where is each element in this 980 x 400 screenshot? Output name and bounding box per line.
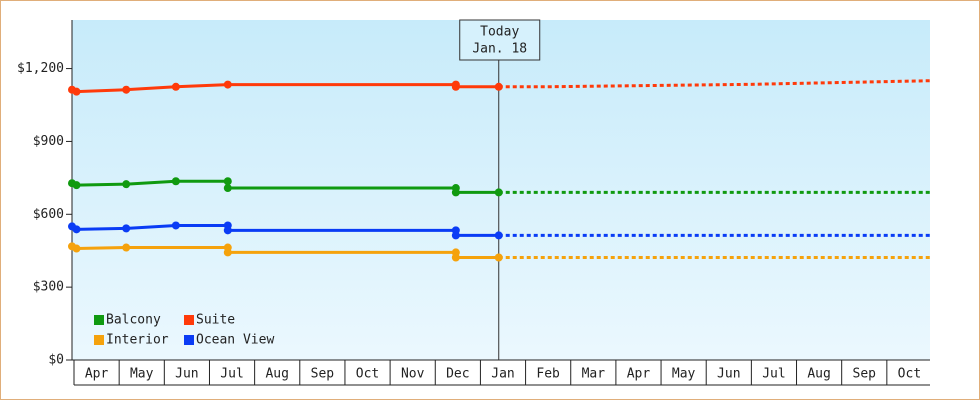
- price-point: [223, 184, 232, 193]
- price-point: [494, 188, 503, 197]
- price-point: [451, 231, 460, 240]
- price-point: [171, 177, 180, 186]
- price-point: [72, 244, 81, 253]
- price-point: [451, 82, 460, 91]
- x-tick-label: Jul: [220, 367, 243, 382]
- price-point: [223, 80, 232, 89]
- today-label: Today: [480, 25, 519, 40]
- price-point: [223, 248, 232, 257]
- y-tick-label: $600: [33, 207, 64, 222]
- y-tick-label: $300: [33, 280, 64, 295]
- price-point: [72, 181, 81, 190]
- price-point: [122, 224, 131, 233]
- x-tick-label: Sep: [311, 367, 335, 382]
- legend-swatch: [184, 315, 194, 325]
- today-box: [459, 19, 541, 61]
- price-point: [451, 253, 460, 262]
- forecast-line: [498, 79, 931, 89]
- y-tick-label: $1,200: [17, 61, 64, 76]
- y-tick-label: $900: [33, 134, 64, 149]
- legend-swatch: [184, 335, 194, 345]
- price-point: [122, 243, 131, 252]
- price-point: [171, 221, 180, 230]
- x-tick-label: Oct: [898, 367, 921, 382]
- legend-label: Suite: [196, 313, 235, 328]
- today-label: Jan. 18: [472, 42, 527, 57]
- x-tick-label: May: [672, 367, 696, 382]
- x-tick-label: Apr: [627, 367, 651, 382]
- x-tick-label: Oct: [356, 367, 379, 382]
- legend-label: Balcony: [106, 313, 161, 328]
- price-point: [494, 253, 503, 262]
- x-tick-label: Feb: [536, 367, 560, 382]
- price-point: [72, 225, 81, 234]
- y-tick-label: $0: [48, 353, 64, 368]
- legend-label: Ocean View: [196, 333, 274, 348]
- x-tick-label: May: [130, 367, 154, 382]
- price-point: [223, 177, 232, 186]
- price-point: [494, 82, 503, 91]
- x-tick-label: Dec: [446, 367, 469, 382]
- legend-swatch: [94, 315, 104, 325]
- price-point: [122, 180, 131, 189]
- x-tick-label: Apr: [85, 367, 109, 382]
- legend-label: Interior: [106, 333, 169, 348]
- x-tick-label: Jan: [491, 367, 514, 382]
- x-tick-label: Jun: [175, 367, 198, 382]
- x-tick-label: Mar: [582, 367, 606, 382]
- price-point: [494, 231, 503, 240]
- x-tick-label: Aug: [265, 367, 288, 382]
- x-tick-label: Aug: [807, 367, 830, 382]
- x-tick-label: Sep: [853, 367, 877, 382]
- price-point: [171, 82, 180, 91]
- x-tick-label: Nov: [401, 367, 425, 382]
- price-point: [122, 85, 131, 94]
- price-point: [72, 87, 81, 96]
- price-point: [223, 226, 232, 235]
- legend-swatch: [94, 335, 104, 345]
- x-tick-label: Jul: [762, 367, 785, 382]
- x-tick-label: Jun: [717, 367, 740, 382]
- price-point: [451, 188, 460, 197]
